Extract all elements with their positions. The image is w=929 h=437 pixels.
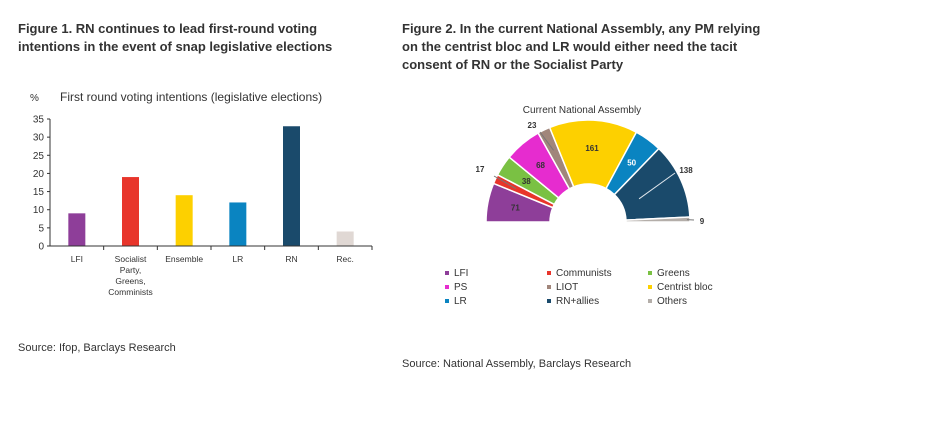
slice-label: 17 <box>476 165 485 174</box>
figure1-title: Figure 1. RN continues to lead first-rou… <box>18 21 333 54</box>
legend: LFI Communists Greens PS LIOT Centrist bloc LR… <box>445 268 713 307</box>
leader-line <box>638 172 676 200</box>
legend-swatch <box>648 271 652 275</box>
slice-label: 50 <box>627 158 636 167</box>
legend-label: Communists <box>556 268 612 279</box>
x-tick-label: Socialist Party, Greens, Comminists <box>108 254 152 297</box>
slice-labels: 71 17 38 68 23 161 50 138 9 <box>476 121 705 226</box>
y-tick-label: 25 <box>33 151 45 162</box>
x-tick-label: Ensemble <box>165 254 203 264</box>
slice-label: 9 <box>700 217 705 226</box>
legend-swatch <box>547 299 551 303</box>
legend-label: LIOT <box>556 282 578 293</box>
y-tick-label: 20 <box>33 169 45 180</box>
y-tick-label: 5 <box>38 223 44 234</box>
y-tick-label: 30 <box>33 133 45 144</box>
slice-label: 23 <box>528 121 537 130</box>
chart1-title: First round voting intentions (legislati… <box>60 90 322 104</box>
bars <box>68 126 354 246</box>
legend-swatch <box>547 271 551 275</box>
bar <box>336 231 354 246</box>
x-tick-label: RN <box>285 254 297 264</box>
hemicycle-slice <box>625 216 691 223</box>
slice-label: 38 <box>522 177 531 186</box>
y-tick-label: 0 <box>38 242 44 253</box>
bar <box>122 177 139 246</box>
slice-label: 71 <box>511 204 520 213</box>
legend-label: PS <box>454 282 468 293</box>
legend-label: Greens <box>657 268 690 279</box>
legend-swatch <box>445 271 449 275</box>
hemicycle-slices <box>485 119 691 223</box>
figure1-source: Source: Ifop, Barclays Research <box>18 342 176 354</box>
figure2-source: Source: National Assembly, Barclays Rese… <box>402 358 632 370</box>
leader-line <box>493 175 517 189</box>
legend-swatch <box>445 299 449 303</box>
legend-swatch <box>547 285 551 289</box>
bar <box>283 126 300 246</box>
y-tick-label: 15 <box>33 187 45 198</box>
bar <box>68 213 86 246</box>
x-tick-label: LFI <box>71 254 83 264</box>
y-axis-label: % <box>30 93 39 104</box>
x-axis-labels: LFI Socialist Party, Greens, Comminists Ensem… <box>71 246 373 297</box>
slice-label: 68 <box>536 161 545 170</box>
legend-swatch <box>648 299 652 303</box>
bar <box>175 195 193 246</box>
legend-swatch <box>445 285 449 289</box>
legend-swatch <box>648 285 652 289</box>
bar <box>229 202 247 246</box>
slice-label: 138 <box>679 166 693 175</box>
y-tick-label: 10 <box>33 205 45 216</box>
legend-label: LR <box>454 296 467 307</box>
x-tick-label: LR <box>232 254 243 264</box>
y-tick-label: 35 <box>33 115 45 126</box>
x-tick-label: Rec. <box>336 254 353 264</box>
slice-label: 161 <box>585 144 599 153</box>
leader-line <box>539 131 554 151</box>
figure2-title: Figure 2. In the current National Assemb… <box>402 21 761 72</box>
legend-label: Others <box>657 296 687 307</box>
legend-label: RN+allies <box>556 296 599 307</box>
chart2-title: Current National Assembly <box>523 105 641 116</box>
legend-label: LFI <box>454 268 468 279</box>
legend-label: Centrist bloc <box>657 282 713 293</box>
